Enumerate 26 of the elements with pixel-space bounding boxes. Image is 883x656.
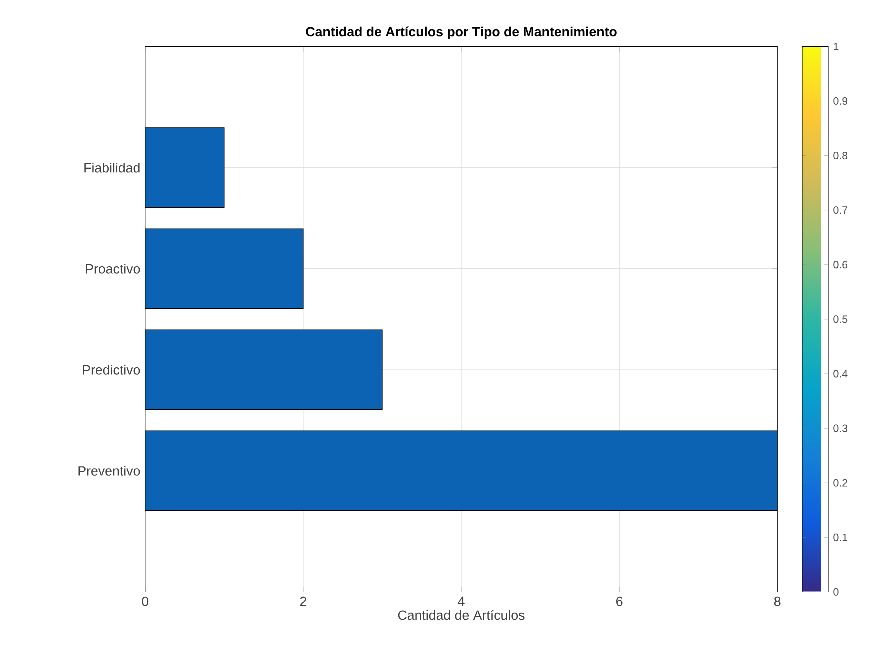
chart-title: Cantidad de Artículos por Tipo de Mantenimiento bbox=[306, 26, 617, 40]
y-tick-label: Proactivo bbox=[86, 264, 140, 274]
bar bbox=[145, 228, 304, 310]
x-tick-label: 6 bbox=[616, 596, 623, 606]
color-bar-label: 0.9 bbox=[834, 97, 848, 105]
color-bar-label: 0 bbox=[834, 588, 839, 596]
bar bbox=[145, 128, 225, 208]
x-tick-label: 0 bbox=[142, 596, 149, 606]
color-bar-label: 1 bbox=[834, 42, 839, 50]
color-bar-label: 0.1 bbox=[834, 534, 848, 542]
color-bar-label: 0.3 bbox=[834, 424, 848, 432]
color-bar-label: 0.7 bbox=[834, 206, 848, 214]
y-tick-label: Fiabilidad bbox=[84, 162, 140, 173]
color-bar-label: 0.2 bbox=[834, 479, 848, 487]
x-axis-title: Cantidad de Artículos bbox=[398, 610, 525, 620]
bar bbox=[145, 430, 778, 512]
color-bar-label: 0.4 bbox=[834, 370, 848, 378]
color-bar-label: 0.8 bbox=[834, 152, 848, 160]
y-tick-label: Preventivo bbox=[78, 466, 140, 476]
x-tick-label: 8 bbox=[774, 596, 781, 606]
x-tick-label: 4 bbox=[458, 596, 465, 606]
color-bar-label: 0.6 bbox=[834, 261, 848, 269]
y-tick-label: Predictivo bbox=[83, 364, 140, 375]
bar bbox=[145, 330, 383, 410]
x-tick-label: 2 bbox=[300, 596, 306, 606]
color-bar-label: 0.5 bbox=[834, 316, 848, 324]
